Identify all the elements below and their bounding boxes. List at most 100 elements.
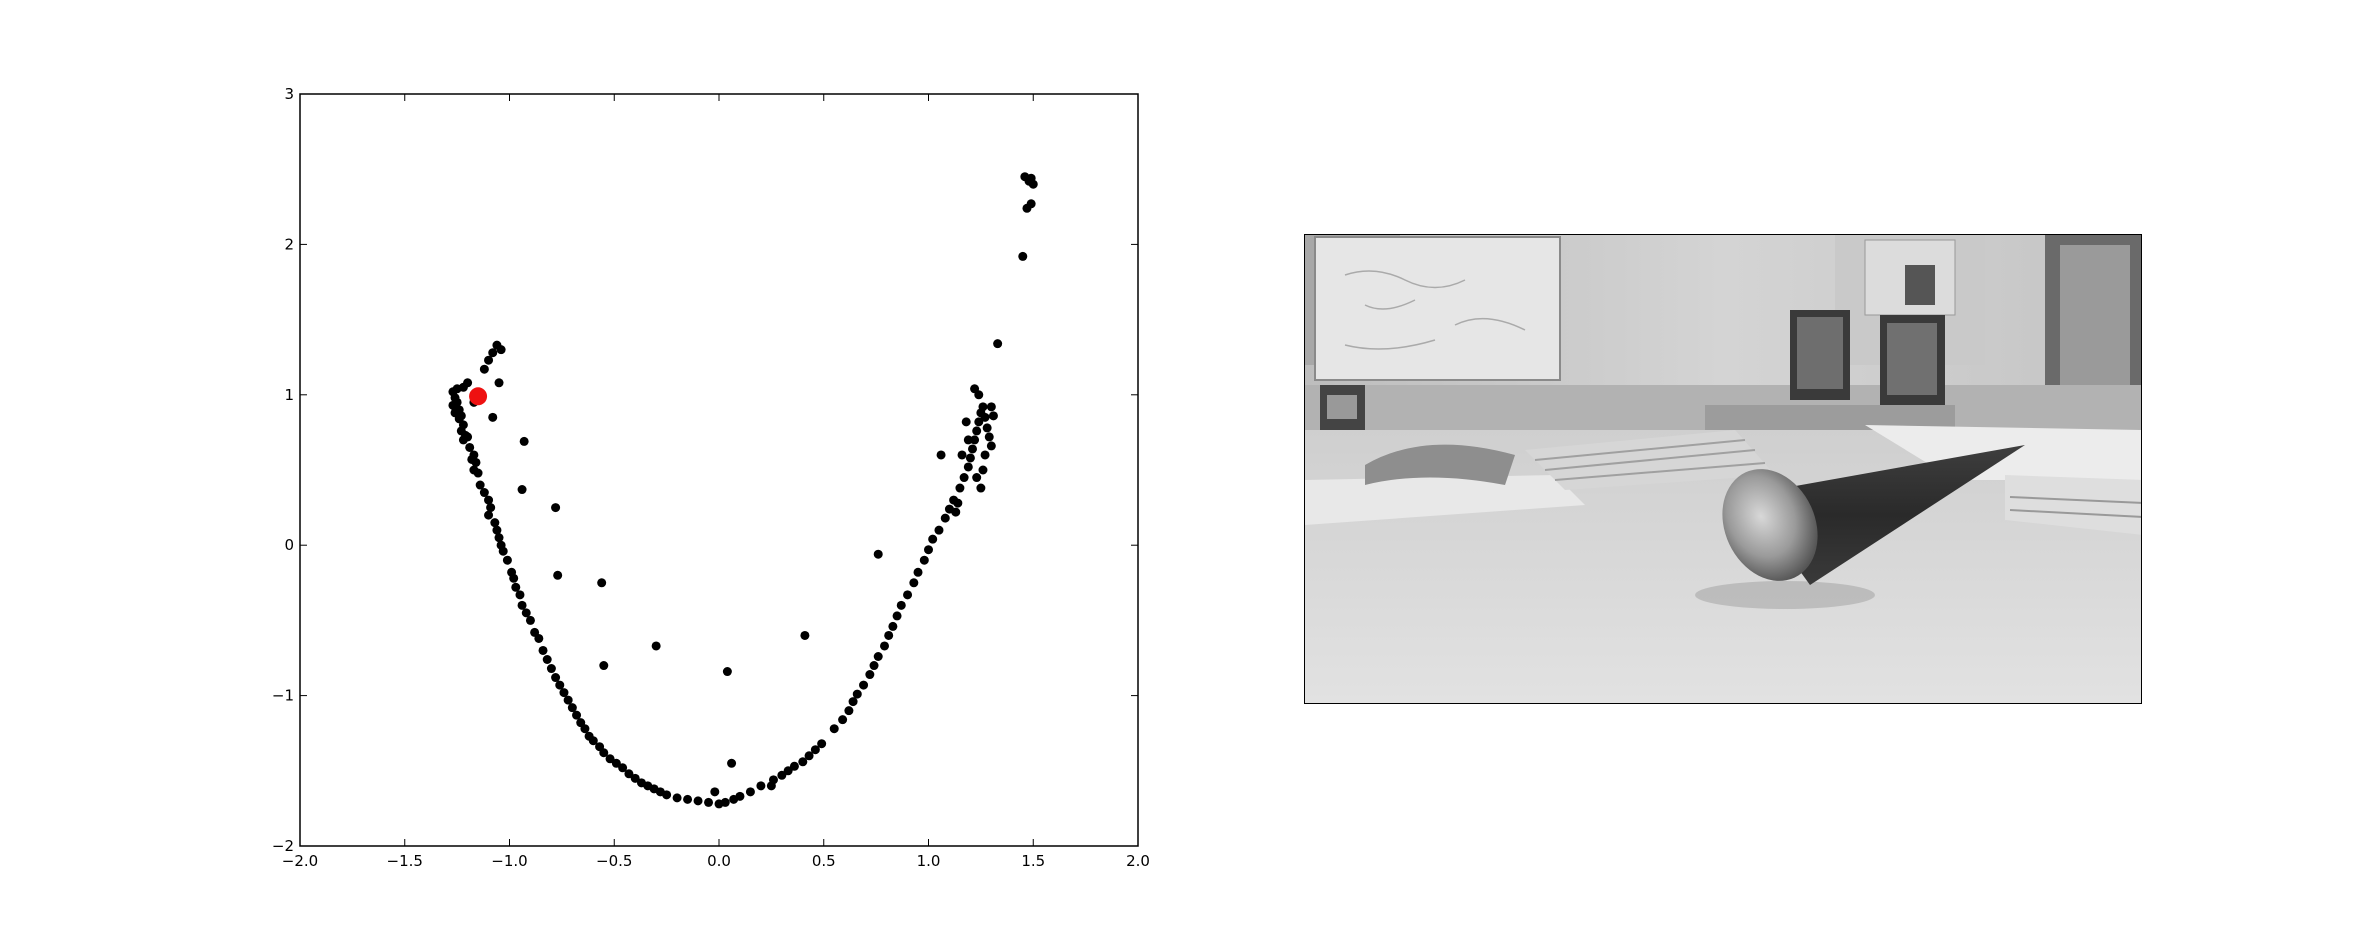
data-point [869, 661, 879, 671]
data-point [804, 751, 814, 761]
data-point [551, 673, 561, 683]
data-point [1020, 172, 1030, 182]
data-point [597, 578, 607, 588]
data-point [542, 655, 552, 665]
y-tick-label: 3 [284, 85, 294, 103]
data-point [1028, 179, 1038, 189]
data-point [488, 348, 498, 358]
data-point [630, 773, 640, 783]
data-point [777, 770, 787, 780]
data-point [963, 462, 973, 472]
data-point [766, 781, 776, 791]
y-tick-label: 2 [284, 235, 294, 253]
data-point [844, 706, 854, 716]
data-point [662, 790, 672, 800]
cone-cap [1722, 469, 1818, 581]
data-point [978, 402, 988, 412]
x-tick-label: 1.0 [917, 852, 941, 870]
data-point [559, 688, 569, 698]
data-point [798, 757, 808, 767]
data-point [509, 573, 519, 583]
data-point [829, 724, 839, 734]
data-point [909, 578, 919, 588]
data-point [588, 736, 598, 746]
data-point [538, 645, 548, 655]
office-desk-photo [1305, 235, 2141, 703]
data-point [605, 754, 615, 764]
data-point [986, 402, 996, 412]
data-point [810, 745, 820, 755]
data-point [511, 582, 521, 592]
y-tick-label: 1 [284, 386, 294, 404]
data-point [498, 546, 508, 556]
data-point [484, 355, 494, 365]
data-point [494, 533, 504, 543]
data-point [980, 450, 990, 460]
data-point [490, 518, 500, 528]
data-point [959, 473, 969, 483]
data-point [555, 680, 565, 690]
data-point [515, 590, 525, 600]
data-point [534, 633, 544, 643]
data-point [599, 661, 609, 671]
data-point [502, 555, 512, 565]
scatter-plot: −2.0 −1.5 −1.0 −0.5 0.0 0.5 1.0 1.5 2.0 −2 −1 0 1 2 3 [272, 85, 1150, 870]
data-point [651, 641, 661, 651]
data-point [817, 739, 827, 749]
data-point [519, 436, 529, 446]
data-point [976, 483, 986, 493]
data-point [955, 483, 965, 493]
data-point [859, 680, 869, 690]
data-point [567, 703, 577, 713]
data-point [980, 412, 990, 422]
data-point [852, 689, 862, 699]
data-point [727, 758, 737, 768]
data-point [880, 641, 890, 651]
data-point [756, 781, 766, 791]
data-point [961, 417, 971, 427]
whiteboard [1314, 236, 1561, 381]
data-point [873, 549, 883, 559]
data-point [496, 345, 506, 355]
x-tick-label: −0.5 [596, 852, 632, 870]
data-point [934, 525, 944, 535]
axis-ticks: −2.0 −1.5 −1.0 −0.5 0.0 0.5 1.0 1.5 2.0 −2 −1 0 1 2 3 [272, 85, 1150, 870]
plot-frame [299, 93, 1139, 847]
data-point [486, 503, 496, 513]
data-point [919, 555, 929, 565]
data-point [838, 715, 848, 725]
x-tick-label: −1.0 [491, 852, 527, 870]
data-point [957, 450, 967, 460]
data-point [884, 630, 894, 640]
data-point [720, 797, 730, 807]
data-point [735, 791, 745, 801]
data-point [970, 435, 980, 445]
data-point [494, 378, 504, 388]
data-point [936, 450, 946, 460]
data-point [624, 769, 634, 779]
data-point [611, 758, 621, 768]
data-point [986, 441, 996, 451]
data-point [940, 513, 950, 523]
data-point [800, 630, 810, 640]
data-point [972, 473, 982, 483]
data-point [865, 670, 875, 680]
data-point [517, 600, 527, 610]
data-point [722, 667, 732, 677]
data-point [465, 442, 475, 452]
data-point [618, 763, 628, 773]
data-point [463, 432, 473, 442]
data-point [988, 411, 998, 421]
data-point [488, 412, 498, 422]
data-point [479, 364, 489, 374]
data-point [1018, 251, 1028, 261]
data-point [580, 724, 590, 734]
x-tick-label: 1.5 [1021, 852, 1045, 870]
data-point [517, 485, 527, 495]
x-tick-label: 0.0 [707, 852, 731, 870]
data-point [599, 748, 609, 758]
data-point [789, 761, 799, 771]
data-point [473, 468, 483, 478]
data-point [672, 793, 682, 803]
x-tick-label: 0.5 [812, 852, 836, 870]
